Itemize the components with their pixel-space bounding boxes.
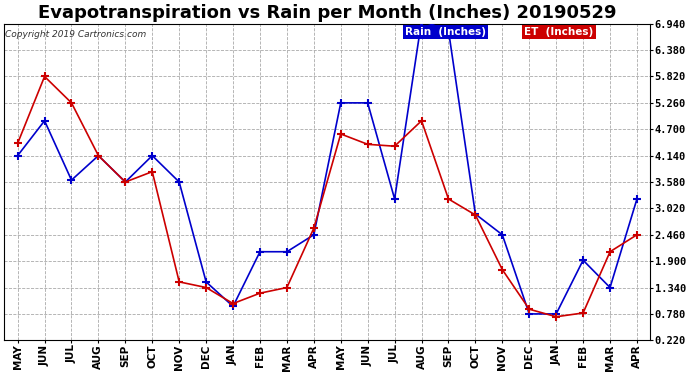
Text: ET  (Inches): ET (Inches) — [524, 27, 593, 37]
Text: Copyright 2019 Cartronics.com: Copyright 2019 Cartronics.com — [5, 30, 146, 39]
Text: Rain  (Inches): Rain (Inches) — [405, 27, 486, 37]
Title: Evapotranspiration vs Rain per Month (Inches) 20190529: Evapotranspiration vs Rain per Month (In… — [38, 4, 617, 22]
